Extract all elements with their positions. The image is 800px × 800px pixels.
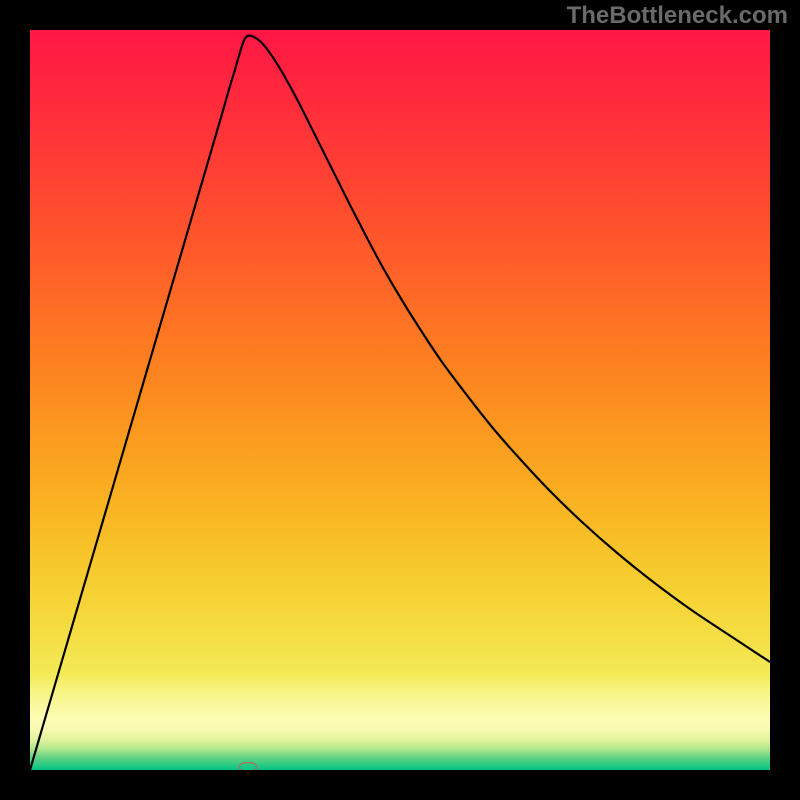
plot-svg [30,30,770,770]
plot-area [30,30,770,770]
chart-frame: TheBottleneck.com [0,0,800,800]
watermark-text: TheBottleneck.com [567,2,788,30]
gradient-background [30,30,770,770]
